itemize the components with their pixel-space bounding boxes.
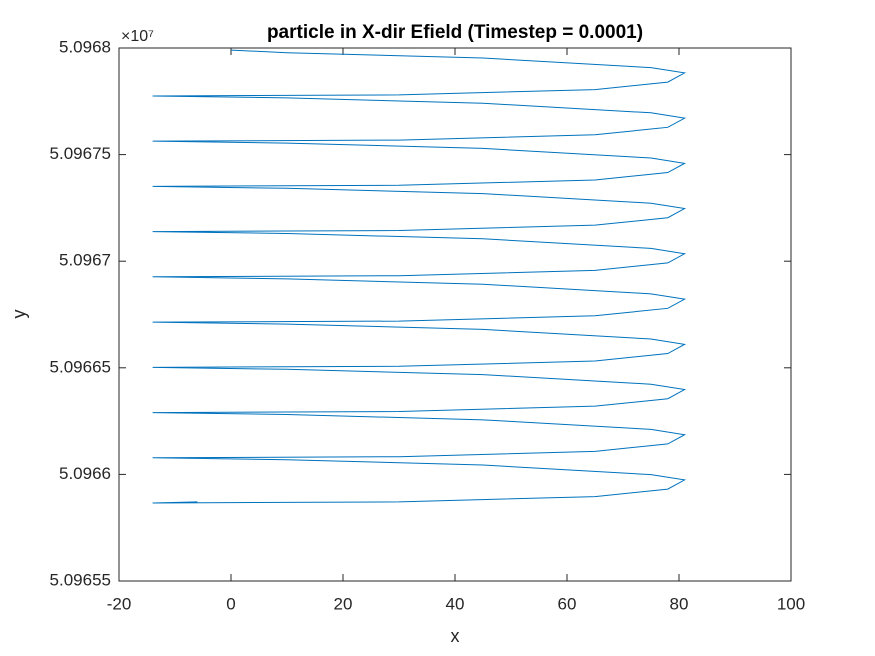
x-tick-label: 100 [777,594,805,613]
data-line [152,49,687,504]
plot-frame [118,47,792,582]
x-tick-label: 80 [670,594,689,613]
x-axis-label: x [451,626,460,646]
x-tick-label: -20 [107,594,132,613]
y-tick-label: 5.09655 [50,570,111,589]
y-multiplier: ×10⁷ [121,28,154,45]
x-tick-label: 40 [446,594,465,613]
y-tick-label: 5.09665 [50,357,111,376]
y-tick-label: 5.0968 [59,37,111,56]
y-tick-label: 5.09675 [50,144,111,163]
x-tick-label: 20 [334,594,353,613]
y-tick-label: 5.0967 [59,251,111,270]
y-axis-label: y [9,310,29,319]
chart-title: particle in X-dir Efield (Timestep = 0.0… [267,22,643,43]
x-tick-label: 60 [558,594,577,613]
x-tick-label: 0 [226,594,235,613]
y-tick-label: 5.0966 [59,464,111,483]
